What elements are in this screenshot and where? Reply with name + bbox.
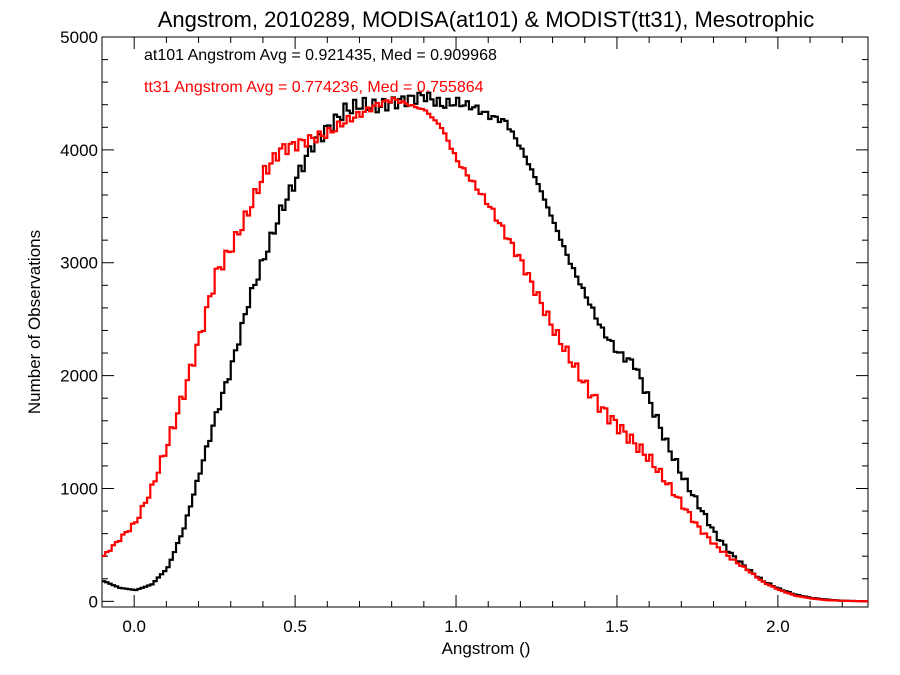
series-at101-line bbox=[102, 91, 868, 603]
x-tick-label: 1.0 bbox=[444, 617, 468, 636]
x-axis: 0.0 0.5 1.0 1.5 2.0 bbox=[101, 37, 843, 636]
x-tick-label: 2.0 bbox=[766, 617, 790, 636]
y-tick-label: 4000 bbox=[60, 141, 98, 160]
y-tick-label: 0 bbox=[89, 592, 98, 611]
series-tt31-line bbox=[102, 96, 868, 603]
y-tick-label: 1000 bbox=[60, 479, 98, 498]
plot-frame bbox=[101, 36, 869, 608]
y-axis-label: Number of Observations bbox=[25, 230, 44, 414]
annotation-tt31: tt31 Angstrom Avg = 0.774236, Med = 0.75… bbox=[144, 79, 484, 96]
series-layer bbox=[102, 91, 868, 603]
y-axis: 0 1000 2000 3000 4000 5000 bbox=[60, 28, 868, 611]
annotation-at101: at101 Angstrom Avg = 0.921435, Med = 0.9… bbox=[144, 47, 497, 64]
y-tick-label: 2000 bbox=[60, 367, 98, 386]
x-tick-label: 0.5 bbox=[283, 617, 307, 636]
x-tick-label: 1.5 bbox=[605, 617, 629, 636]
x-tick-label: 0.0 bbox=[122, 617, 146, 636]
y-tick-label: 3000 bbox=[60, 254, 98, 273]
chart-title: Angstrom, 2010289, MODISA(at101) & MODIS… bbox=[158, 7, 815, 32]
y-tick-label: 5000 bbox=[60, 28, 98, 47]
x-axis-label: Angstrom () bbox=[442, 639, 531, 658]
